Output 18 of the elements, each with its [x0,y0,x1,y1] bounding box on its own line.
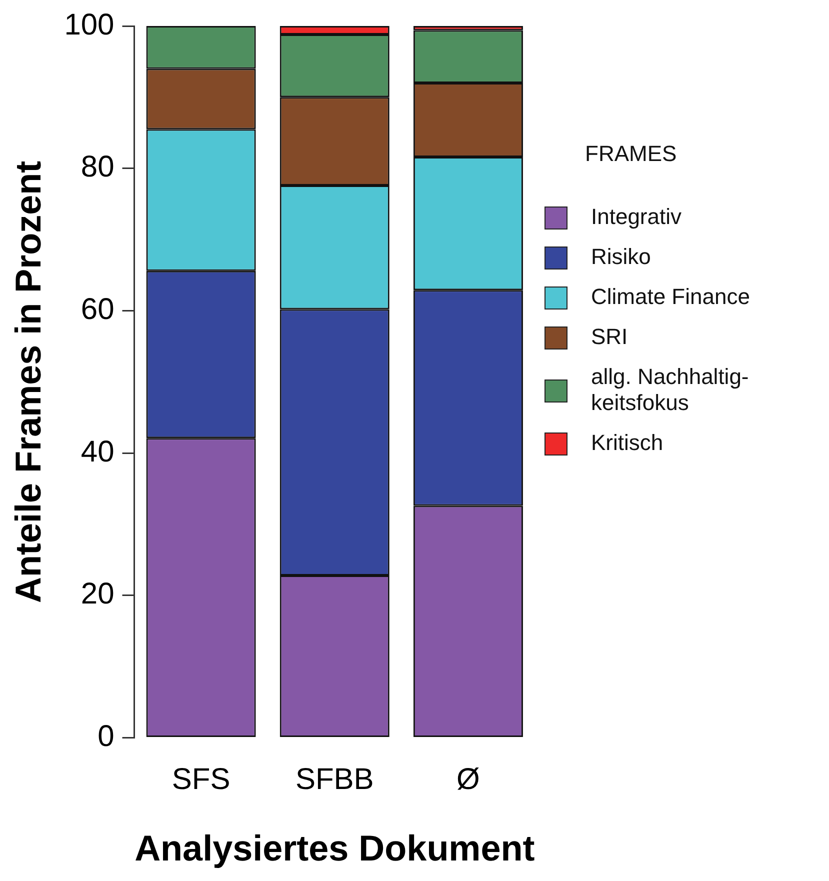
y-tick-label: 40 [80,435,114,468]
legend-label: Climate Finance [591,284,750,310]
legend-label: Risiko [591,244,651,270]
x-axis-title: Analysiertes Dokument [134,827,535,868]
legend-label: allg. Nachhaltig- keitsfokus [591,364,749,416]
x-tick-label: Ø [456,763,480,796]
y-tick-label: 80 [80,150,114,184]
y-axis-title: Anteile Frames in Prozent [8,160,49,603]
legend-title: FRAMES [585,141,677,166]
y-tick-label: 100 [64,8,114,42]
y-tick-label: 0 [98,720,114,754]
x-tick-label: SFS [172,763,230,796]
y-tick-label: 60 [80,292,114,326]
y-tick-label: 20 [80,578,114,611]
legend-label: Kritisch [591,430,664,456]
legend-label: Integrativ [591,204,682,230]
x-tick-label: SFBB [295,763,374,796]
legend-label: SRI [591,324,628,350]
